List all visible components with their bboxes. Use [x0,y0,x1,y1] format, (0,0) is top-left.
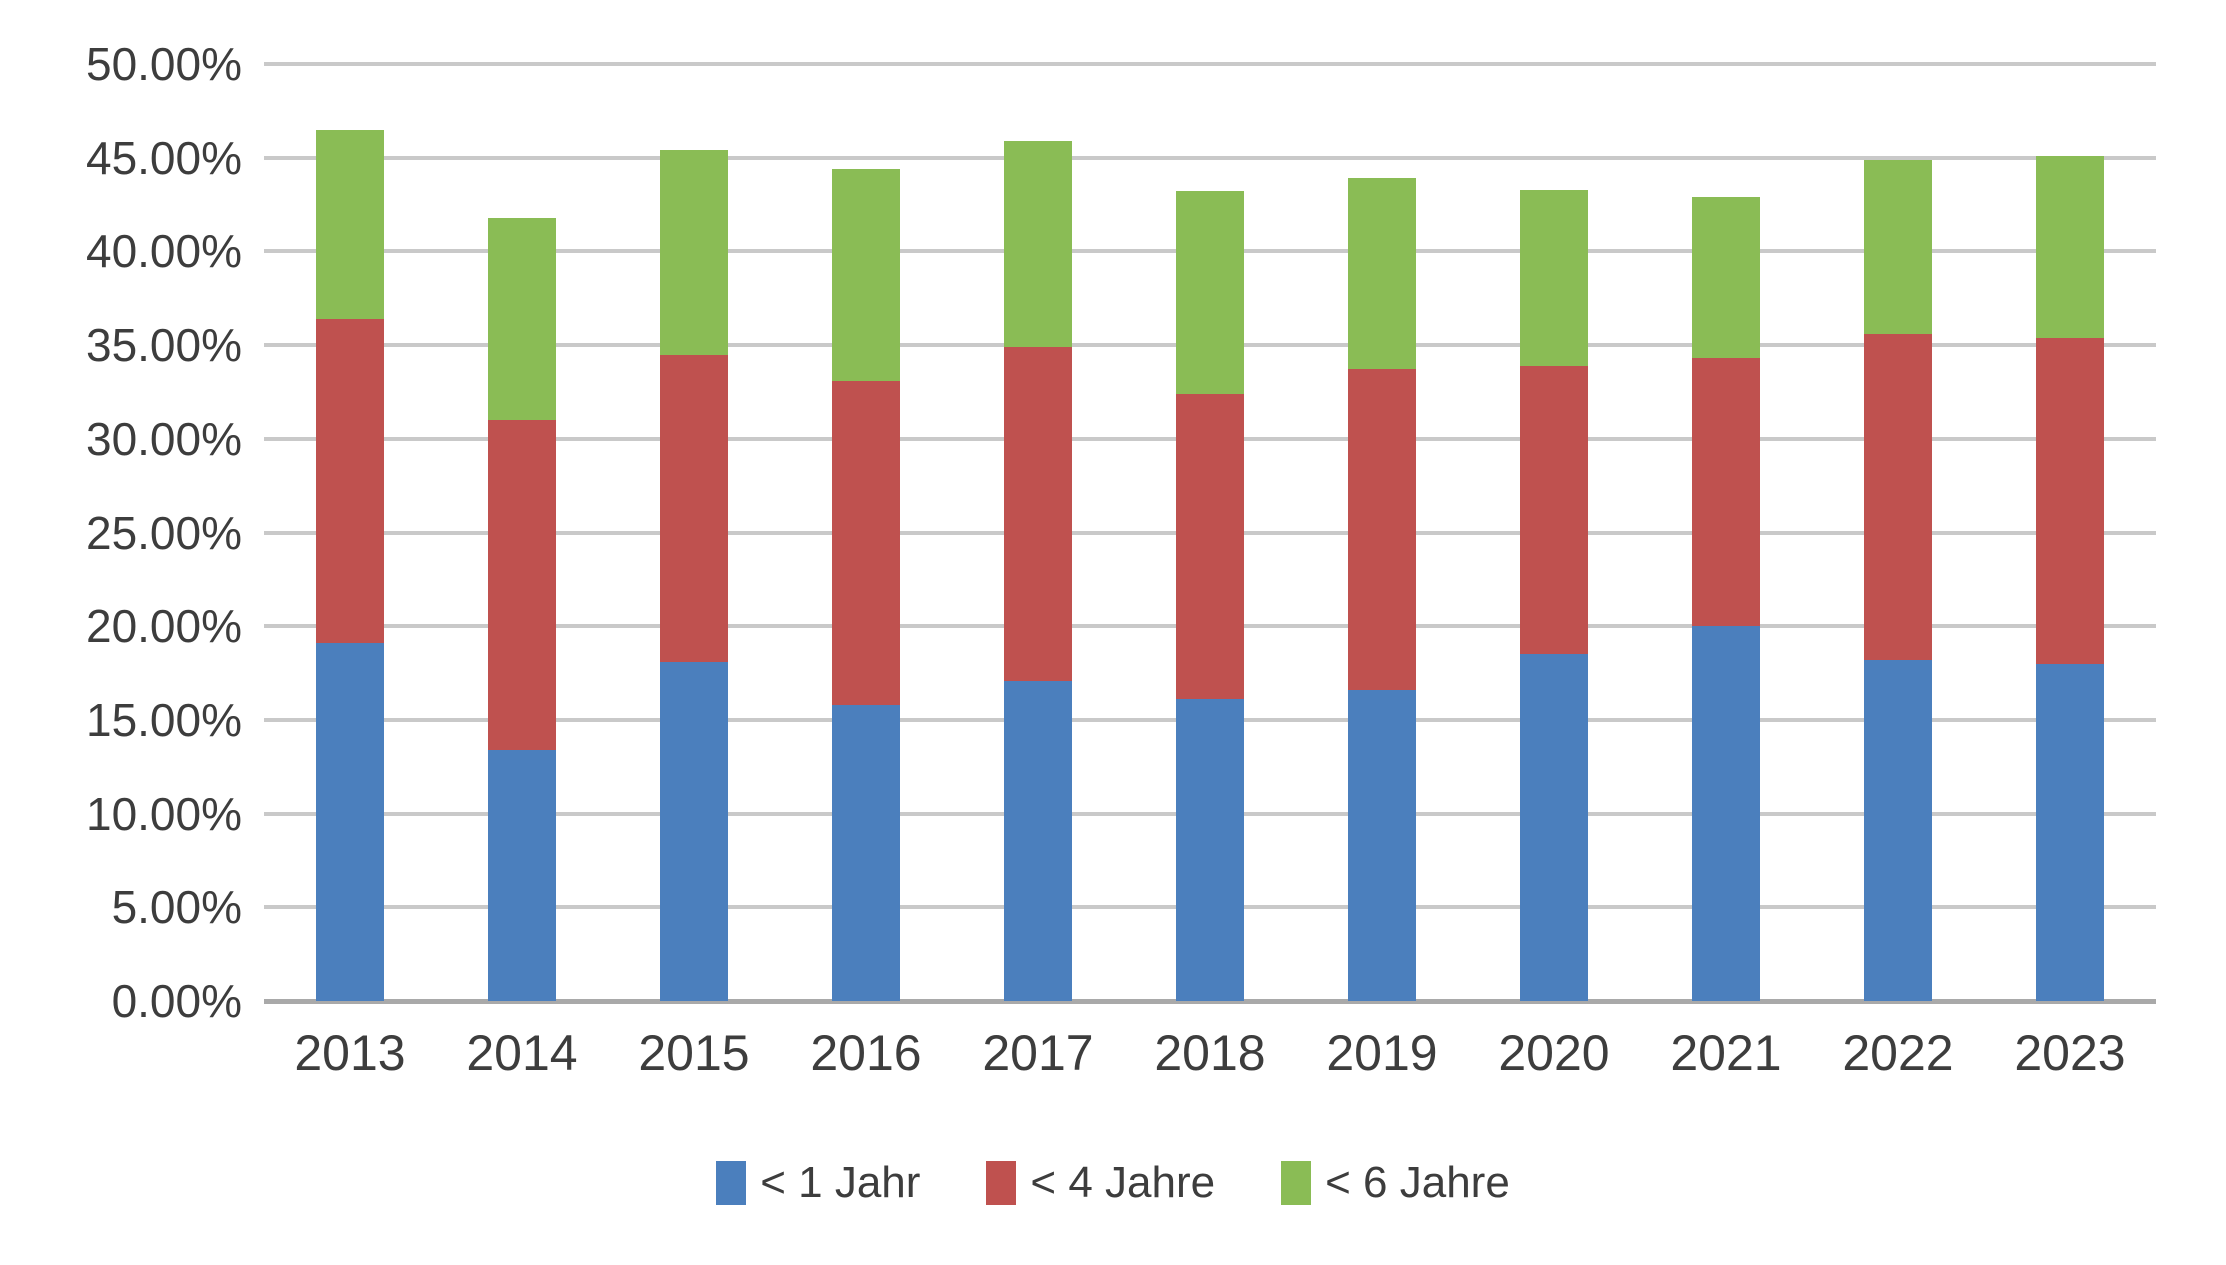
bar-segment-4Jahre-2022 [1864,333,1932,660]
bar-2015 [660,64,728,1001]
bar-2022 [1864,64,1932,1001]
x-tick-label-2020: 2020 [1498,1025,1610,1081]
bar-segment-4Jahre-2019 [1348,369,1416,690]
legend-item-1Jahr: < 1 Jahr [716,1158,920,1208]
y-tick-label: 35.00% [85,319,242,371]
x-tick-label-2014: 2014 [466,1025,578,1081]
bar-segment-6Jahre-2015 [660,150,728,355]
legend: < 1 Jahr < 4 Jahre < 6 Jahre [0,1148,2226,1218]
x-axis: 2013 2014 2015 2016 2017 2018 2019 2020 2021 2022… [264,1023,2156,1083]
y-tick-label: 10.00% [85,788,242,840]
x-tick-label-2019: 2019 [1326,1025,1438,1081]
bar-segment-6Jahre-2017 [1004,140,1072,347]
bar-segment-4Jahre-2014 [488,420,556,750]
bar-2019 [1348,64,1416,1001]
legend-swatch-icon [1281,1161,1312,1205]
bar-2017 [1004,64,1072,1001]
legend-item-6Jahre: < 6 Jahre [1281,1158,1510,1208]
bar-segment-4Jahre-2016 [832,380,900,705]
legend-swatch-icon [716,1161,747,1205]
legend-label: < 6 Jahre [1325,1158,1510,1207]
y-tick-label: 0.00% [111,975,242,1027]
bar-segment-1Jahr-2013 [316,643,384,1001]
legend-label: < 1 Jahr [760,1158,921,1207]
bar-segment-6Jahre-2014 [488,217,556,421]
bar-2020 [1520,64,1588,1001]
bar-segment-4Jahre-2015 [660,354,728,662]
bar-2021 [1692,64,1760,1001]
bar-2018 [1176,64,1244,1001]
plot-area [264,62,2156,1004]
y-tick-label: 30.00% [85,413,242,465]
x-tick-label-2021: 2021 [1670,1025,1782,1081]
bar-segment-1Jahr-2018 [1176,699,1244,1001]
bar-segment-1Jahr-2016 [832,704,900,1001]
x-tick-label-2023: 2023 [2014,1025,2126,1081]
y-tick-label: 25.00% [85,507,242,559]
bar-segment-6Jahre-2021 [1692,197,1760,359]
y-tick-label: 45.00% [85,132,242,184]
y-tick-label: 40.00% [85,225,242,277]
bar-segment-4Jahre-2021 [1692,358,1760,627]
gridline [264,62,2156,66]
bar-segment-6Jahre-2016 [832,168,900,381]
x-tick-label-2017: 2017 [982,1025,1094,1081]
bar-segment-6Jahre-2020 [1520,189,1588,366]
bar-segment-6Jahre-2019 [1348,178,1416,370]
bar-segment-4Jahre-2020 [1520,365,1588,655]
bar-2013 [316,64,384,1001]
x-tick-label-2013: 2013 [294,1025,406,1081]
y-tick-label: 20.00% [85,600,242,652]
bar-2016 [832,64,900,1001]
bar-segment-4Jahre-2023 [2036,337,2104,664]
bar-segment-1Jahr-2017 [1004,680,1072,1001]
y-tick-label: 5.00% [111,881,242,933]
bar-segment-1Jahr-2021 [1692,626,1760,1001]
x-tick-label-2015: 2015 [638,1025,750,1081]
bar-segment-1Jahr-2019 [1348,689,1416,1001]
bar-2014 [488,64,556,1001]
bar-segment-1Jahr-2022 [1864,659,1932,1001]
y-axis: 50.00% 45.00% 40.00% 35.00% 30.00% 25.00% 20.0… [0,38,242,1027]
bar-segment-4Jahre-2018 [1176,393,1244,700]
bar-segment-6Jahre-2023 [2036,155,2104,338]
x-tick-label-2018: 2018 [1154,1025,1266,1081]
legend-label: < 4 Jahre [1030,1158,1216,1207]
bar-segment-1Jahr-2014 [488,749,556,1001]
gridline [264,156,2156,160]
legend-swatch-icon [986,1161,1017,1205]
bar-segment-4Jahre-2017 [1004,346,1072,681]
x-tick-label-2022: 2022 [1842,1025,1954,1081]
bar-2023 [2036,64,2104,1001]
y-tick-label: 50.00% [85,38,242,90]
x-tick-label-2016: 2016 [810,1025,922,1081]
bar-segment-6Jahre-2013 [316,129,384,319]
bar-segment-1Jahr-2023 [2036,663,2104,1001]
bar-segment-4Jahre-2013 [316,318,384,644]
y-tick-label: 15.00% [85,694,242,746]
legend-item-4Jahre: < 4 Jahre [986,1158,1215,1208]
bar-segment-6Jahre-2018 [1176,191,1244,394]
x-axis-baseline [264,999,2156,1004]
bar-segment-1Jahr-2015 [660,661,728,1001]
bar-segment-1Jahr-2020 [1520,654,1588,1001]
bar-segment-6Jahre-2022 [1864,159,1932,334]
